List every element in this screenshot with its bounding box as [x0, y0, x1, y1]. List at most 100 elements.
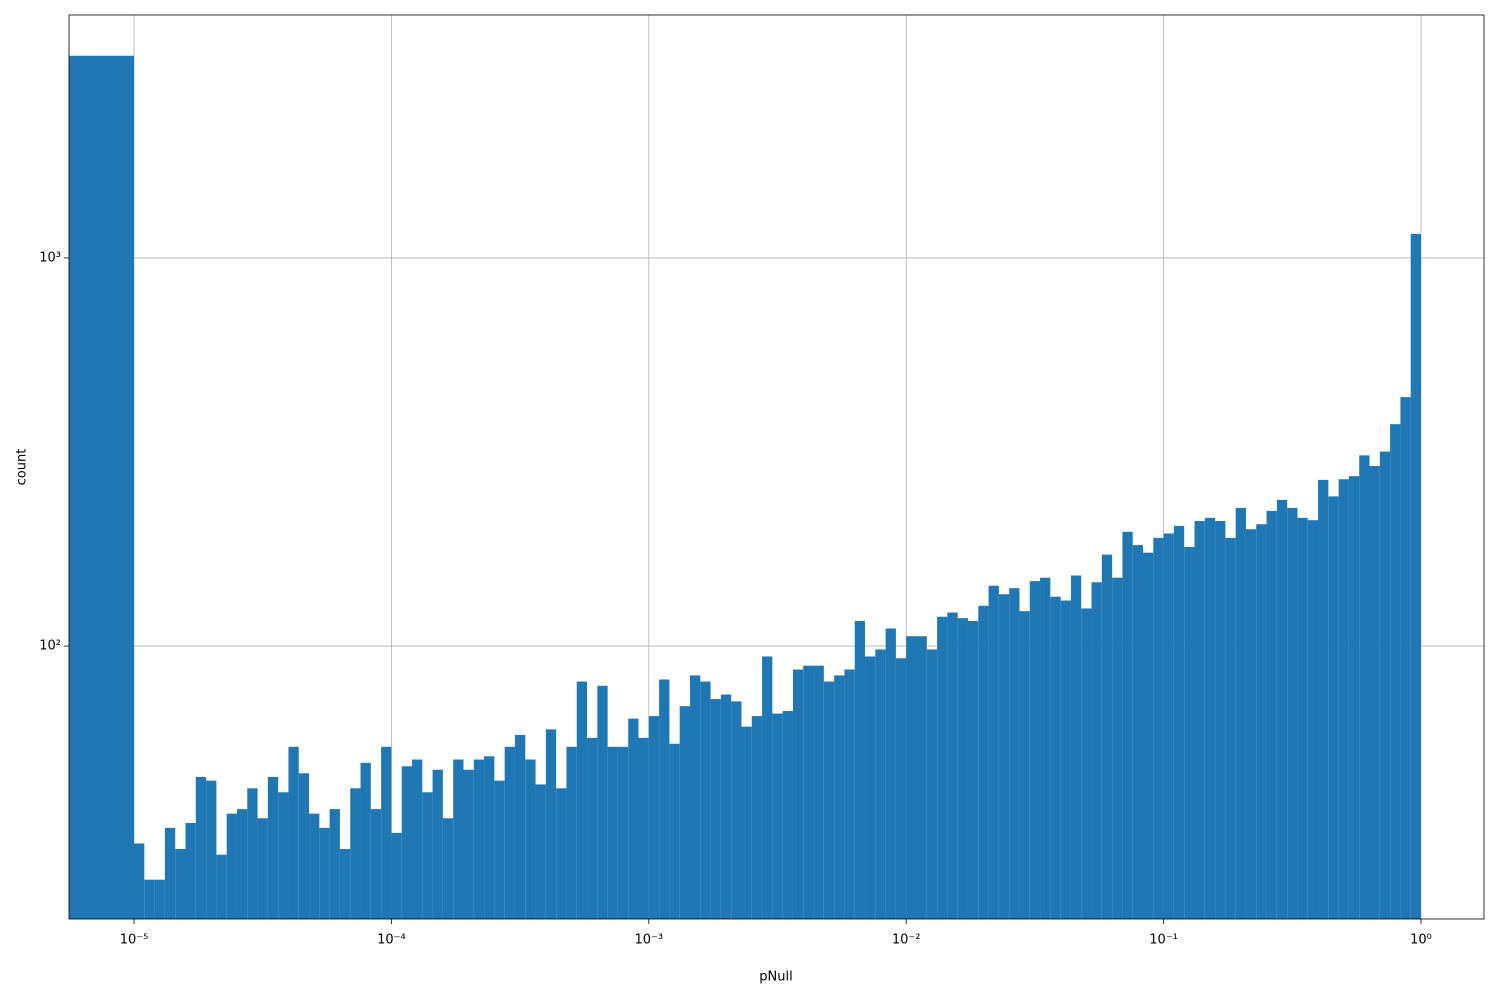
- bar: [1276, 499, 1288, 919]
- bar: [875, 649, 886, 919]
- bar: [741, 726, 752, 919]
- bar: [298, 773, 310, 919]
- bar: [1235, 507, 1246, 919]
- bar: [350, 788, 361, 919]
- bar: [1266, 510, 1277, 919]
- bar: [803, 665, 814, 919]
- bar: [412, 759, 423, 919]
- bar: [195, 776, 207, 919]
- bar: [1287, 507, 1298, 919]
- y-tick-label: 10²: [39, 639, 61, 654]
- bar: [1143, 552, 1154, 919]
- bar: [1101, 554, 1113, 919]
- bar: [185, 822, 196, 919]
- bar: [834, 675, 845, 919]
- bar: [329, 809, 340, 919]
- bar: [772, 713, 783, 919]
- bar: [1050, 596, 1061, 919]
- bar: [947, 612, 958, 919]
- bar: [278, 792, 289, 919]
- bar: [1070, 575, 1082, 919]
- bar: [782, 711, 793, 919]
- bar: [525, 759, 536, 919]
- bar: [792, 669, 804, 919]
- bar: [514, 734, 526, 919]
- bar: [247, 788, 258, 919]
- bar: [236, 809, 248, 919]
- x-tick-label: 10⁰: [1410, 933, 1432, 948]
- bar: [381, 746, 392, 919]
- bar: [1019, 611, 1030, 919]
- bar: [998, 594, 1010, 919]
- bar: [710, 699, 721, 919]
- plot-frame: [68, 14, 1485, 920]
- bar: [895, 658, 907, 919]
- bar: [1307, 520, 1319, 919]
- y-tick-label: 10³: [39, 250, 61, 265]
- bar: [422, 792, 433, 919]
- bar: [339, 848, 351, 919]
- bar: [1173, 525, 1185, 919]
- bar: [823, 681, 835, 919]
- bar: [865, 656, 876, 919]
- bar: [617, 746, 629, 919]
- bar: [1153, 537, 1164, 919]
- bar: [967, 621, 979, 919]
- bar: [556, 788, 567, 919]
- bar: [1348, 476, 1360, 919]
- bar: [607, 746, 618, 919]
- bar: [1359, 455, 1370, 919]
- bar: [134, 843, 145, 919]
- bar: [257, 818, 268, 919]
- bar: [1009, 588, 1020, 919]
- bar: [1163, 533, 1174, 919]
- y-axis-label: count: [15, 449, 30, 486]
- bar: [432, 769, 443, 919]
- bar: [906, 636, 917, 919]
- bar: [494, 780, 505, 919]
- bar: [1410, 233, 1421, 919]
- bar: [216, 854, 227, 919]
- bar: [957, 618, 968, 919]
- bar: [1081, 608, 1092, 919]
- bar: [813, 665, 824, 919]
- bar: [988, 585, 999, 919]
- bar: [69, 55, 135, 919]
- bar: [154, 879, 165, 919]
- bar: [669, 743, 680, 919]
- bar: [1297, 517, 1308, 919]
- bar: [731, 701, 742, 919]
- bar: [545, 729, 557, 919]
- bar: [370, 809, 382, 919]
- bar: [226, 813, 237, 919]
- x-tick-label: 10⁻¹: [1149, 933, 1178, 948]
- bar: [1245, 529, 1257, 919]
- bar: [504, 746, 515, 919]
- bar: [1132, 545, 1144, 919]
- bar: [144, 879, 155, 919]
- bar: [391, 832, 402, 919]
- bar: [1040, 577, 1051, 919]
- bar: [442, 818, 454, 919]
- bar: [484, 756, 495, 919]
- bar: [978, 605, 989, 919]
- bar: [1400, 397, 1411, 919]
- bar: [473, 759, 485, 919]
- bar: [751, 716, 763, 919]
- bar: [720, 694, 732, 919]
- bar: [206, 780, 217, 919]
- bar: [638, 737, 649, 919]
- x-tick-label: 10⁻³: [634, 933, 663, 948]
- bar: [1122, 531, 1133, 919]
- bar: [1060, 600, 1071, 919]
- bar: [1029, 581, 1041, 919]
- bar: [576, 681, 588, 919]
- bar: [535, 784, 546, 919]
- bar: [453, 759, 464, 919]
- bar: [319, 827, 330, 919]
- x-tick-label: 10⁻⁵: [120, 933, 149, 948]
- bar: [844, 669, 855, 919]
- x-axis-label: pNull: [759, 970, 792, 985]
- bar: [597, 685, 608, 919]
